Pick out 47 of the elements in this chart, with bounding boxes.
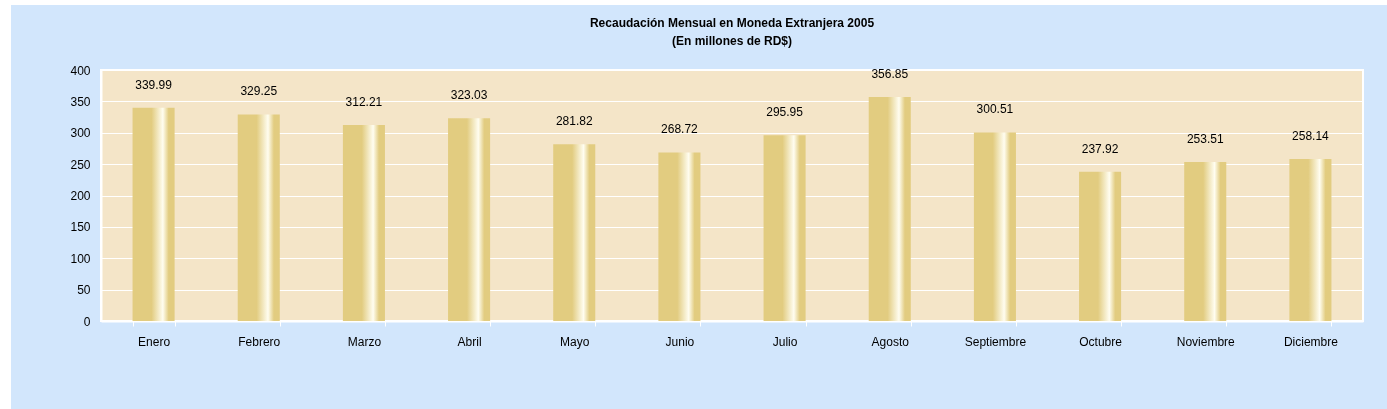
- x-tick-label: Enero: [138, 334, 171, 349]
- data-label: 258.14: [1292, 129, 1330, 144]
- y-tick-label: 0: [83, 314, 91, 329]
- bar: [763, 135, 806, 321]
- bar: [237, 114, 280, 321]
- bar: [1289, 159, 1332, 321]
- x-tick-label: Abril: [457, 334, 482, 349]
- x-tick-label: Febrero: [238, 334, 281, 349]
- y-tick-label: 250: [70, 157, 91, 172]
- y-tick-label: 350: [70, 94, 91, 109]
- y-tick-label: 50: [77, 283, 91, 298]
- data-label: 356.85: [871, 67, 909, 82]
- y-tick-label: 150: [70, 220, 91, 235]
- x-tick-label: Septiembre: [964, 334, 1027, 349]
- bar: [342, 125, 385, 321]
- y-tick-label: 300: [70, 126, 91, 141]
- y-tick-label: 100: [70, 251, 91, 266]
- bar: [132, 107, 175, 321]
- data-label: 329.25: [240, 84, 278, 99]
- data-label: 300.51: [976, 102, 1014, 117]
- y-tick-label: 400: [70, 63, 91, 78]
- y-tick-label: 200: [70, 189, 91, 203]
- data-label: 295.95: [766, 105, 804, 120]
- bar: [1184, 161, 1227, 321]
- bar: [973, 132, 1016, 321]
- data-label: 253.51: [1186, 131, 1224, 146]
- x-tick-label: Mayo: [560, 334, 590, 349]
- bar: [448, 118, 491, 321]
- x-tick-label: Agosto: [871, 334, 910, 349]
- bar: [553, 144, 596, 321]
- x-tick-label: Junio: [665, 334, 695, 349]
- bar: [1079, 171, 1122, 321]
- x-tick-label: Noviembre: [1176, 334, 1236, 349]
- chart-title: Recaudación Mensual en Moneda Extranjera 2005: [589, 16, 875, 30]
- x-tick-label: Octubre: [1079, 334, 1123, 349]
- bar: [658, 152, 701, 321]
- data-label: 312.21: [345, 95, 383, 110]
- data-label: 268.72: [661, 122, 699, 137]
- data-label: 281.82: [555, 114, 593, 129]
- x-tick-label: Diciembre: [1283, 334, 1339, 349]
- x-tick-label: Marzo: [347, 334, 382, 349]
- bar: [868, 97, 911, 321]
- data-label: 339.99: [135, 77, 173, 92]
- data-label: 237.92: [1081, 141, 1119, 156]
- x-tick-label: Julio: [772, 334, 798, 349]
- chart-subtitle: (En millones de RD$): [671, 34, 793, 48]
- data-label: 323.03: [450, 88, 488, 103]
